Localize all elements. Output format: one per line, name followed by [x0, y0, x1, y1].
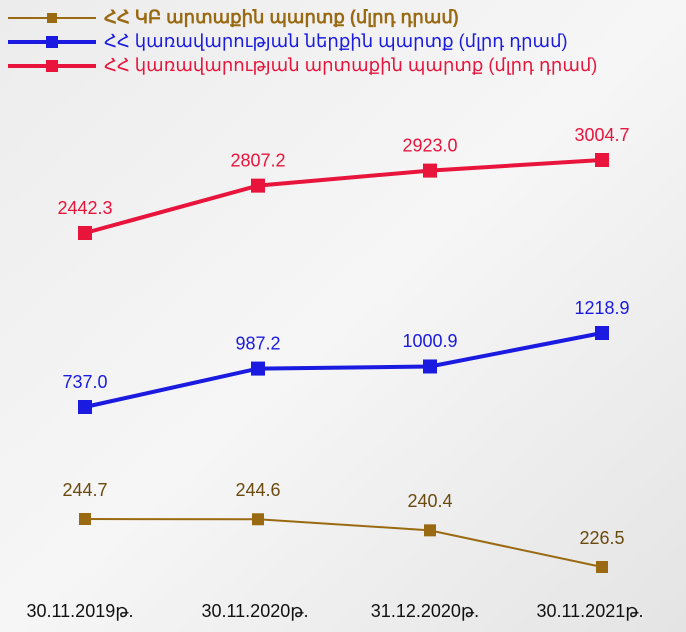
data-label: 3004.7 — [574, 125, 629, 145]
x-tick-label: 30.11.2021թ. — [536, 601, 643, 621]
point-marker — [595, 153, 609, 167]
data-label: 226.5 — [579, 528, 624, 548]
data-label: 240.4 — [407, 491, 452, 511]
data-label: 737.0 — [62, 372, 107, 392]
point-marker — [78, 226, 92, 240]
legend-label: ՀՀ ԿԲ արտաքին պարտք (մլրդ դրամ) — [104, 7, 459, 28]
data-label: 244.7 — [62, 480, 107, 500]
point-marker — [78, 400, 92, 414]
point-marker — [423, 359, 437, 374]
x-tick-label: 31.12.2020թ. — [371, 601, 479, 621]
data-label: 1000.9 — [402, 331, 457, 351]
point-marker — [595, 326, 609, 340]
series-line — [84, 158, 603, 235]
legend-marker — [47, 13, 57, 23]
data-label: 2442.3 — [57, 198, 112, 218]
data-label: 2807.2 — [230, 150, 285, 170]
data-label: 987.2 — [235, 333, 280, 353]
legend-label: ՀՀ կառավարության ներքին պարտք (մլրդ դրամ… — [104, 31, 567, 51]
data-label: 2923.0 — [402, 135, 457, 155]
legend-marker — [46, 36, 58, 48]
point-marker — [251, 361, 265, 376]
legend-marker — [46, 60, 58, 72]
series-line — [84, 331, 603, 409]
point-marker — [252, 513, 264, 526]
point-marker — [424, 524, 436, 537]
point-marker — [79, 513, 91, 525]
point-marker — [423, 163, 437, 178]
x-tick-label: 30.11.2020թ. — [201, 601, 308, 621]
point-marker — [251, 178, 265, 193]
series-line — [84, 518, 603, 568]
data-label: 244.6 — [235, 480, 280, 500]
x-tick-label: 30.11.2019թ. — [26, 601, 133, 621]
legend-label: ՀՀ կառավարության արտաքին պարտք (մլրդ դրա… — [104, 55, 597, 75]
data-label: 1218.9 — [574, 298, 629, 318]
point-marker — [596, 561, 608, 573]
